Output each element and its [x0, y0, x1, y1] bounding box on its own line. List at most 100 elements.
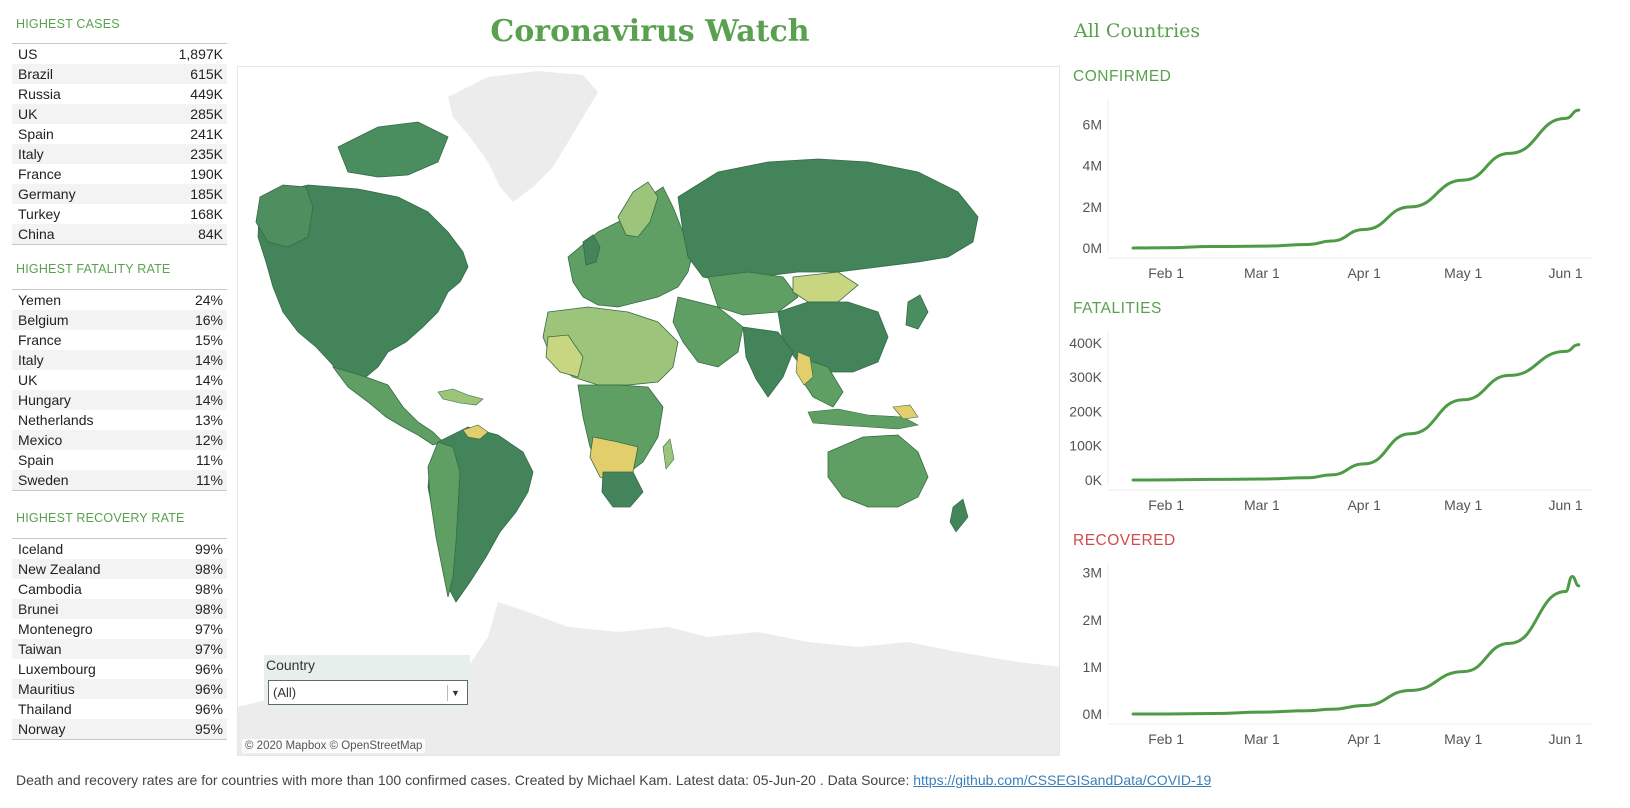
recovered-chart[interactable]: 0M 1M 2M 3M Feb 1 Mar 1 Apr 1 May 1 Jun 1: [1062, 560, 1602, 752]
russia-region: [677, 158, 979, 283]
recovery-country-name: Luxembourg: [18, 661, 96, 677]
highest-cases-header: HIGHEST CASES: [16, 17, 120, 31]
map-canvas[interactable]: [238, 67, 1060, 756]
cases-country-name: China: [18, 226, 55, 242]
series-line[interactable]: [1131, 108, 1581, 250]
cases-row[interactable]: Turkey 168K: [12, 204, 227, 224]
recovery-row[interactable]: Norway 95%: [12, 719, 227, 739]
highest-recovery-table: Iceland 99% New Zealand 98% Cambodia 98% Brune…: [12, 538, 227, 740]
recovery-country-name: Montenegro: [18, 621, 93, 637]
cases-country-name: Brazil: [18, 66, 54, 82]
recovery-row[interactable]: Mauritius 96%: [12, 679, 227, 699]
cases-row[interactable]: UK 285K: [12, 104, 227, 124]
recovery-row[interactable]: New Zealand 98%: [12, 559, 227, 579]
recovery-country-name: Taiwan: [18, 641, 62, 657]
fatality-country-name: Belgium: [18, 312, 69, 328]
cases-row[interactable]: France 190K: [12, 164, 227, 184]
recovery-country-name: Iceland: [18, 541, 64, 557]
chevron-down-icon[interactable]: ▼: [447, 684, 463, 701]
fatality-row[interactable]: UK 14%: [12, 370, 227, 390]
cases-row[interactable]: Spain 241K: [12, 124, 227, 144]
recovery-row[interactable]: Montenegro 97%: [12, 619, 227, 639]
cases-country-name: UK: [18, 106, 38, 122]
fatality-row[interactable]: Hungary 14%: [12, 390, 227, 410]
fatality-value: 24%: [194, 292, 223, 308]
cases-value: 1,897K: [178, 46, 223, 62]
y-tick-label: 100K: [1069, 438, 1102, 454]
south-america-west: [427, 441, 461, 598]
fatality-row[interactable]: Belgium 16%: [12, 310, 227, 330]
y-tick-label: 400K: [1069, 335, 1102, 351]
cases-row[interactable]: China 84K: [12, 224, 227, 244]
highest-fatality-header: HIGHEST FATALITY RATE: [16, 262, 171, 276]
cases-row[interactable]: Russia 449K: [12, 84, 227, 104]
confirmed-chart[interactable]: 0M 2M 4M 6M Feb 1 Mar 1 Apr 1 May 1 Jun 1: [1062, 96, 1602, 286]
x-tick-label: May 1: [1444, 731, 1482, 747]
fatality-value: 14%: [194, 392, 223, 408]
x-tick-label: Jun 1: [1548, 497, 1582, 513]
y-tick-label: 0K: [1085, 472, 1103, 488]
recovery-country-name: Mauritius: [18, 681, 75, 697]
papua-region: [892, 404, 919, 420]
fatality-row[interactable]: Mexico 12%: [12, 430, 227, 450]
y-tick-label: 4M: [1083, 158, 1102, 174]
cases-value: 235K: [190, 146, 223, 162]
fatality-row[interactable]: Italy 14%: [12, 350, 227, 370]
cases-value: 285K: [190, 106, 223, 122]
cases-country-name: Turkey: [18, 206, 61, 222]
x-tick-label: Mar 1: [1244, 265, 1280, 281]
cases-row[interactable]: Italy 235K: [12, 144, 227, 164]
cases-row[interactable]: Brazil 615K: [12, 64, 227, 84]
x-tick-label: Mar 1: [1244, 731, 1280, 747]
x-tick-label: May 1: [1444, 265, 1482, 281]
x-tick-label: Jun 1: [1548, 265, 1582, 281]
world-map[interactable]: Country (All) ▼ © 2020 Mapbox © OpenStre…: [237, 66, 1060, 756]
kazakhstan-region: [707, 271, 799, 316]
cases-value: 190K: [190, 166, 223, 182]
recovery-row[interactable]: Luxembourg 96%: [12, 659, 227, 679]
fatality-country-name: Hungary: [18, 392, 71, 408]
cases-country-name: Spain: [18, 126, 54, 142]
recovery-row[interactable]: Thailand 96%: [12, 699, 227, 719]
cases-row[interactable]: Germany 185K: [12, 184, 227, 204]
recovery-row[interactable]: Iceland 99%: [12, 539, 227, 559]
footer-note: Death and recovery rates are for countri…: [16, 772, 1211, 788]
greenland-landmass: [448, 71, 598, 202]
recovery-row[interactable]: Cambodia 98%: [12, 579, 227, 599]
y-tick-label: 2M: [1083, 199, 1102, 215]
fatalities-chart[interactable]: 0K 100K 200K 300K 400K Feb 1 Mar 1 Apr 1 May 1 Ju…: [1062, 328, 1602, 518]
recovery-country-name: Norway: [18, 721, 66, 737]
fatality-country-name: Yemen: [18, 292, 62, 308]
y-tick-label: 300K: [1069, 369, 1102, 385]
y-tick-label: 1M: [1083, 659, 1102, 675]
cases-row[interactable]: US 1,897K: [12, 44, 227, 64]
fatality-country-name: Mexico: [18, 432, 63, 448]
selected-country-title: All Countries: [1074, 20, 1201, 42]
fatality-row[interactable]: France 15%: [12, 330, 227, 350]
y-tick-label: 0M: [1083, 240, 1102, 256]
fatality-row[interactable]: Spain 11%: [12, 450, 227, 470]
series-line[interactable]: [1131, 574, 1581, 716]
map-attribution[interactable]: © 2020 Mapbox © OpenStreetMap: [242, 739, 426, 753]
y-tick-label: 0M: [1083, 706, 1102, 722]
cases-country-name: Germany: [18, 186, 76, 202]
recovery-row[interactable]: Brunei 98%: [12, 599, 227, 619]
series-line[interactable]: [1131, 343, 1581, 482]
cases-value: 615K: [190, 66, 223, 82]
india-region: [742, 326, 794, 398]
x-tick-label: Feb 1: [1148, 265, 1184, 281]
country-filter: Country (All) ▼: [264, 655, 470, 709]
fatality-row[interactable]: Netherlands 13%: [12, 410, 227, 430]
country-select-value: (All): [273, 685, 297, 700]
fatality-row[interactable]: Sweden 11%: [12, 470, 227, 490]
fatality-country-name: Sweden: [18, 472, 69, 488]
recovery-value: 96%: [194, 701, 223, 717]
japan-region: [905, 294, 929, 330]
mexico-region: [331, 366, 444, 446]
recovery-row[interactable]: Taiwan 97%: [12, 639, 227, 659]
data-source-link[interactable]: https://github.com/CSSEGISandData/COVID-…: [913, 772, 1212, 788]
country-select[interactable]: (All) ▼: [268, 680, 468, 705]
fatality-country-name: Italy: [18, 352, 44, 368]
x-tick-label: Feb 1: [1148, 497, 1184, 513]
fatality-row[interactable]: Yemen 24%: [12, 290, 227, 310]
